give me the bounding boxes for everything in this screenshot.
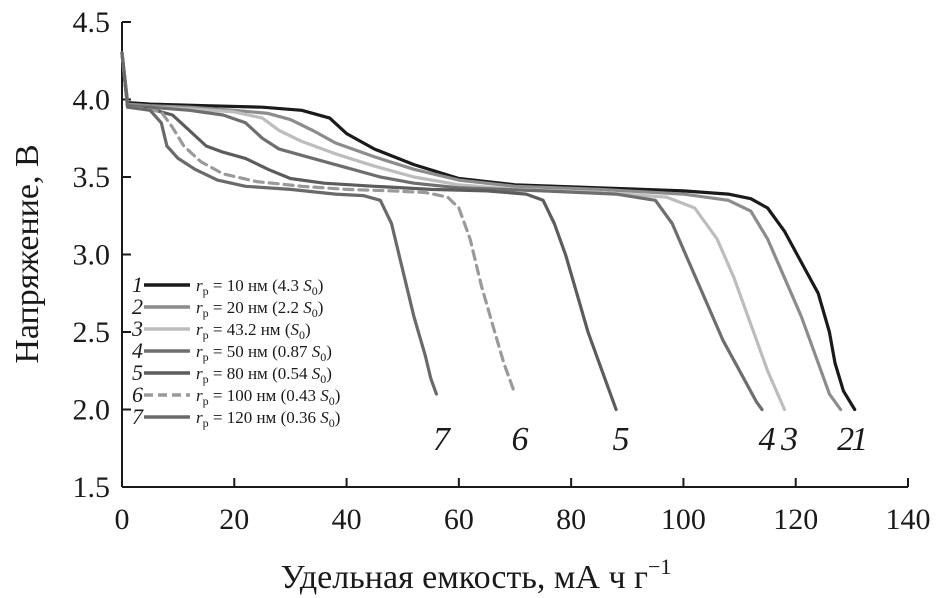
legend-number-1: 1 [132,272,143,297]
curve-label-5: 5 [613,421,630,458]
y-tick-label-4: 3.5 [73,161,111,194]
series-layer [120,51,857,412]
x-axis-title-main: Удельная емкость, мА ч г [281,559,648,596]
legend-number-2: 2 [132,294,143,319]
legend-label-7: rp = 120 нм (0.36 S0) [196,408,340,430]
curve-label-1: 1 [851,421,868,458]
legend-label-6: rp = 100 нм (0.43 S0) [196,386,340,408]
legend-label-1: rp = 10 нм (4.3 S0) [196,276,323,298]
legend: 1 rp = 10 нм (4.3 S0) 2 rp = 20 нм (2.2 S0)… [131,272,340,430]
x-tick-label-0: 0 [115,503,130,536]
x-axis-title-sup: −1 [648,554,671,579]
legend-number-4: 4 [132,338,143,363]
curve-label-6: 6 [512,421,529,458]
legend-label-3: rp = 43.2 нм (S0) [196,320,311,342]
y-tick-label-2: 2.5 [73,316,111,349]
x-tick-label-5: 100 [661,503,706,536]
legend-label-2: rp = 20 нм (2.2 S0) [196,298,323,320]
curve-label-4: 4 [759,421,776,458]
y-axis-title: Напряжение, В [9,144,46,363]
x-tick-label-6: 120 [773,503,818,536]
x-tick-label-3: 60 [444,503,474,536]
curve-label-7: 7 [433,421,452,458]
series-line-7 [120,51,438,396]
legend-number-6: 6 [132,382,143,407]
axes: 0 20 40 60 80 100 120 140 1.5 2.0 2.5 3.0 3.5 4.0 4.5 [73,6,931,536]
y-tick-label-1: 2.0 [73,394,111,427]
legend-number-3: 3 [131,316,143,341]
x-tick-label-7: 140 [886,503,931,536]
y-tick-label-6: 4.5 [73,6,111,39]
series-line-3 [120,51,787,412]
legend-number-5: 5 [132,360,143,385]
curve-label-3: 3 [780,421,798,458]
x-tick-label-2: 40 [332,503,362,536]
x-tick-label-4: 80 [556,503,586,536]
x-tick-label-1: 20 [219,503,249,536]
series-line-5 [120,51,618,412]
legend-label-5: rp = 80 нм (0.54 S0) [196,364,332,386]
y-tick-label-3: 3.0 [73,239,111,272]
y-tick-label-5: 4.0 [73,84,111,117]
x-axis-title: Удельная емкость, мА ч г−1 [281,554,672,596]
y-tick-label-0: 1.5 [73,471,111,504]
series-line-4 [120,51,764,412]
curve-label-2: 2 [837,421,854,458]
series-line-6 [120,51,517,396]
legend-number-7: 7 [132,404,144,429]
legend-label-4: rp = 50 нм (0.87 S0) [196,342,332,364]
